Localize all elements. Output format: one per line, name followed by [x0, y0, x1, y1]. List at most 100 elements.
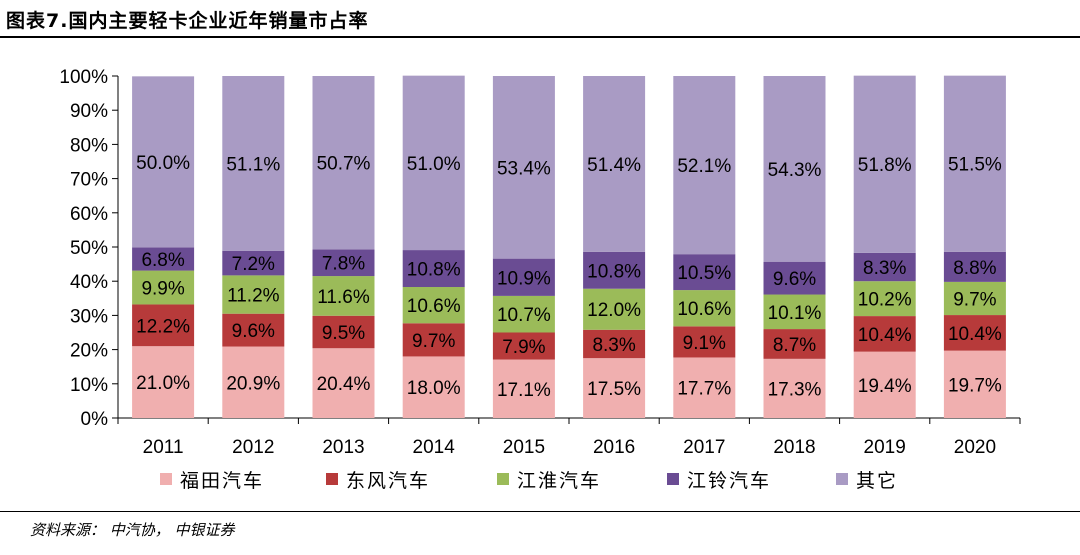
- bar-segment: [312, 276, 375, 316]
- bar-segment: [673, 357, 736, 418]
- data-label: 10.4%: [858, 325, 912, 346]
- bar-segment: [132, 346, 195, 418]
- bar-segment: [943, 315, 1006, 351]
- bar-segment: [673, 76, 736, 255]
- data-label: 10.8%: [407, 260, 461, 281]
- x-tick-label: 2012: [232, 437, 274, 458]
- source-divider: [0, 511, 1080, 512]
- data-label: 50.7%: [317, 154, 371, 175]
- bar-segment: [853, 351, 916, 418]
- data-label: 11.2%: [227, 286, 280, 307]
- bar-segment: [222, 250, 285, 276]
- data-label: 7.8%: [322, 254, 365, 275]
- bar-segment: [943, 350, 1006, 418]
- data-label: 51.8%: [858, 155, 912, 176]
- bar-segment: [492, 359, 555, 418]
- legend-item: 江铃汽车: [667, 466, 771, 492]
- legend-item: 福田汽车: [160, 466, 264, 492]
- legend-item: 其它: [836, 466, 898, 492]
- legend-swatch: [667, 473, 679, 485]
- x-tick-label: 2013: [322, 437, 364, 458]
- data-label: 17.5%: [587, 379, 641, 400]
- x-tick-label: 2019: [864, 437, 906, 458]
- bar-segment: [673, 326, 736, 358]
- y-tick-label: 90%: [70, 101, 108, 122]
- data-label: 20.9%: [226, 373, 280, 394]
- x-tick-label: 2011: [143, 437, 184, 458]
- data-label: 8.7%: [773, 335, 816, 356]
- bar-segment: [312, 315, 375, 349]
- x-tick-label: 2018: [773, 437, 815, 458]
- bar-segment: [853, 75, 916, 253]
- data-label: 12.0%: [587, 300, 641, 321]
- data-label: 9.7%: [412, 331, 455, 352]
- legend-label: 江淮汽车: [517, 469, 602, 492]
- data-label: 9.6%: [773, 269, 816, 290]
- data-label: 10.6%: [407, 296, 461, 317]
- bar-segment: [763, 294, 826, 330]
- legend-swatch: [160, 473, 172, 485]
- bar-segment: [763, 358, 826, 418]
- bar-segment: [132, 270, 195, 305]
- bar-segment: [583, 76, 646, 252]
- source-note: 资料来源： 中汽协， 中银证券: [30, 521, 235, 539]
- data-label: 7.9%: [502, 337, 545, 358]
- y-tick-label: 80%: [70, 135, 108, 156]
- bar-segment: [673, 290, 736, 327]
- data-label: 19.4%: [858, 376, 912, 397]
- data-label: 9.9%: [141, 279, 184, 300]
- bar-segment: [402, 75, 465, 251]
- y-tick-label: 10%: [70, 375, 108, 396]
- data-label: 17.1%: [497, 380, 551, 401]
- legend-label: 东风汽车: [346, 469, 431, 492]
- bar-segment: [222, 346, 285, 418]
- data-label: 17.7%: [677, 379, 731, 400]
- bar-segment: [583, 251, 646, 289]
- data-label: 51.5%: [948, 155, 1002, 176]
- data-label: 53.4%: [497, 158, 551, 179]
- bar-segment: [222, 313, 285, 347]
- bar-segment: [222, 275, 285, 314]
- bar-segment: [222, 76, 285, 251]
- bar-segment: [312, 76, 375, 250]
- data-label: 8.8%: [953, 258, 996, 279]
- legend-swatch: [326, 473, 338, 485]
- bar-segment: [402, 250, 465, 288]
- data-label: 21.0%: [136, 373, 190, 394]
- bar-segment: [132, 76, 195, 248]
- y-tick-label: 40%: [70, 272, 108, 293]
- bar-segment: [763, 76, 826, 262]
- bar-segment: [132, 304, 195, 347]
- data-label: 8.3%: [592, 335, 635, 356]
- data-label: 18.0%: [407, 378, 461, 399]
- bar-segment: [943, 251, 1006, 282]
- x-tick-label: 2014: [413, 437, 456, 458]
- data-label: 9.5%: [322, 323, 365, 344]
- legend-label: 其它: [856, 469, 899, 492]
- data-label: 10.4%: [948, 324, 1002, 345]
- y-tick-label: 100%: [59, 67, 108, 88]
- bar-segment: [853, 316, 916, 352]
- legend-swatch: [497, 473, 509, 485]
- stacked-bar-chart: 0% 10% 20% 30% 40% 50% 60% 70% 80% 90% 100% 21.0% 12…: [59, 67, 1021, 458]
- data-label: 50.0%: [136, 153, 190, 174]
- legend-swatch: [836, 473, 848, 485]
- data-label: 51.1%: [226, 154, 280, 175]
- bar-segment: [492, 295, 555, 333]
- data-label: 9.6%: [232, 321, 275, 342]
- legend-item: 江淮汽车: [497, 466, 601, 492]
- y-tick-label: 60%: [70, 204, 108, 225]
- y-tick-label: 30%: [70, 306, 108, 327]
- bar-segment: [583, 358, 646, 418]
- legend-label: 福田汽车: [180, 469, 265, 492]
- data-label: 8.3%: [863, 258, 906, 279]
- data-label: 10.9%: [497, 268, 551, 289]
- bar-segment: [492, 258, 555, 296]
- legend-item: 东风汽车: [326, 466, 430, 492]
- bar-segment: [943, 75, 1006, 252]
- data-label: 54.3%: [768, 160, 822, 181]
- y-tick-label: 0%: [81, 409, 109, 430]
- data-label: 12.2%: [136, 316, 190, 337]
- bar-segment: [402, 323, 465, 357]
- bar-segment: [763, 329, 826, 359]
